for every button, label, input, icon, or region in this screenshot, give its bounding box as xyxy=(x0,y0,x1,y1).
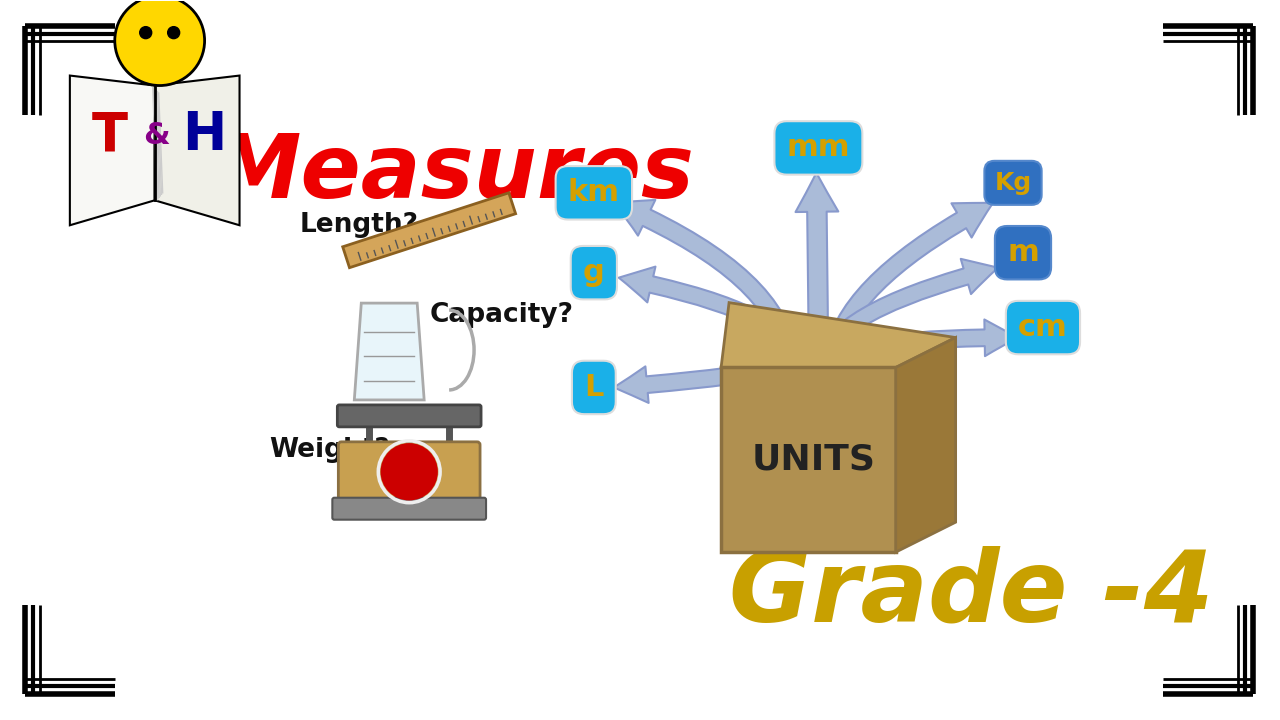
FancyArrowPatch shape xyxy=(614,359,781,403)
Text: H: H xyxy=(183,109,227,161)
Text: Kg: Kg xyxy=(995,171,1032,195)
Polygon shape xyxy=(343,193,516,268)
Text: Measures: Measures xyxy=(212,130,695,217)
Text: &: & xyxy=(143,121,170,150)
Text: Capacity?: Capacity? xyxy=(429,302,573,328)
Text: Grade -4: Grade -4 xyxy=(728,545,1213,642)
Circle shape xyxy=(140,27,152,39)
Text: km: km xyxy=(568,179,620,207)
FancyBboxPatch shape xyxy=(338,442,480,508)
Polygon shape xyxy=(896,338,956,552)
Text: m: m xyxy=(1007,238,1039,267)
Polygon shape xyxy=(721,302,956,367)
Text: L: L xyxy=(584,373,604,402)
Text: g: g xyxy=(582,258,604,287)
FancyBboxPatch shape xyxy=(721,367,896,552)
Text: Length?: Length? xyxy=(300,212,419,238)
Text: Weight?: Weight? xyxy=(270,437,390,463)
FancyArrowPatch shape xyxy=(806,320,1018,372)
FancyArrowPatch shape xyxy=(618,266,806,367)
Polygon shape xyxy=(155,76,239,225)
Circle shape xyxy=(381,444,438,500)
FancyBboxPatch shape xyxy=(333,498,486,520)
Text: mm: mm xyxy=(787,133,850,163)
FancyArrowPatch shape xyxy=(824,203,993,367)
Circle shape xyxy=(115,0,205,86)
FancyArrowPatch shape xyxy=(796,173,838,367)
Text: T: T xyxy=(92,109,128,161)
FancyArrowPatch shape xyxy=(614,200,797,367)
FancyBboxPatch shape xyxy=(338,405,481,427)
Polygon shape xyxy=(355,303,424,400)
Text: UNITS: UNITS xyxy=(751,443,876,477)
Text: cm: cm xyxy=(1018,313,1068,342)
FancyArrowPatch shape xyxy=(815,259,998,367)
Circle shape xyxy=(168,27,179,39)
Polygon shape xyxy=(70,76,155,225)
